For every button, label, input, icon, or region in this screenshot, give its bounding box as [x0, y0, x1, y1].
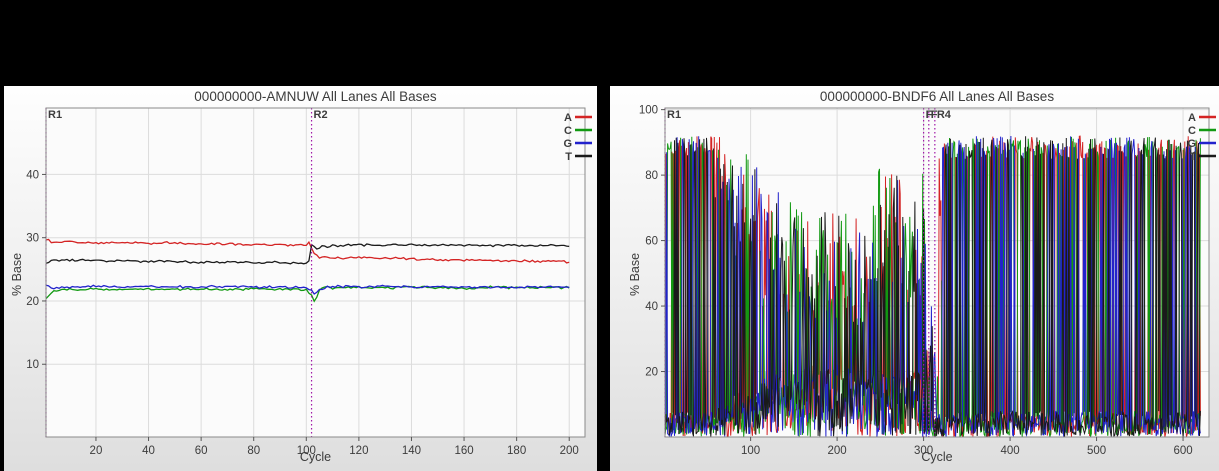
y-tick-label: 20	[26, 296, 39, 308]
x-tick-label: 20	[90, 445, 103, 457]
legend-label: G	[563, 138, 572, 150]
marker-label: R4	[937, 109, 952, 121]
gridlines	[46, 108, 585, 437]
legend-label: C	[1188, 125, 1196, 137]
series-G	[46, 284, 570, 295]
marker-label: R1	[48, 109, 62, 121]
series-group	[46, 238, 570, 303]
x-tick-label: 160	[454, 445, 473, 457]
x-tick-label: 80	[247, 445, 260, 457]
series-T	[46, 243, 570, 265]
x-tick-label: 40	[142, 445, 155, 457]
x-tick-label: 600	[1173, 445, 1192, 457]
legend-label: T	[1189, 151, 1196, 163]
y-tick-label: 40	[645, 301, 658, 313]
x-tick-label: 180	[507, 445, 526, 457]
chart-canvas: R1 R2 20 40 60 80 100 120 140 160 180 200 10 20 30 40 AC…	[26, 107, 592, 457]
y-tick-label: 20	[645, 367, 658, 379]
left-chart-panel: 000000000-AMNUW All Lanes All Bases % Ba…	[4, 86, 597, 471]
x-tick-label: 60	[195, 445, 208, 457]
plot-border	[664, 107, 1210, 438]
axis-ticks: 100 200 300 400 500 600 20 40 60 80 100	[639, 105, 1193, 457]
series-A	[46, 238, 570, 264]
marker-label: R1	[667, 109, 681, 121]
x-tick-label: 120	[349, 445, 368, 457]
y-tick-label: 30	[26, 233, 39, 245]
x-tick-label: 200	[560, 445, 579, 457]
x-tick-label: 100	[741, 445, 760, 457]
x-tick-label: 100	[297, 445, 316, 457]
marker-label: R2	[314, 109, 328, 121]
chart-title: 000000000-BNDF6 All Lanes All Bases	[819, 89, 1055, 104]
series-T	[665, 136, 1201, 437]
axis-ticks: 20 40 60 80 100 120 140 160 180 200 10 20 30 40	[26, 169, 579, 457]
legend-label: A	[1188, 112, 1196, 124]
legend-label: A	[564, 112, 572, 124]
legend-label: T	[565, 151, 572, 163]
marker-label: F	[931, 109, 938, 121]
x-axis-label: Cycle	[299, 450, 332, 464]
plot-border	[45, 107, 586, 438]
plot-area	[46, 108, 585, 437]
right-chart-panel: 000000000-BNDF6 All Lanes All Bases % Ba…	[610, 86, 1219, 471]
x-axis-label: Cycle	[921, 450, 953, 464]
y-tick-label: 100	[639, 105, 658, 117]
marker-label: F	[926, 109, 933, 121]
series-C	[665, 136, 1201, 437]
y-tick-label: 80	[645, 170, 658, 182]
legend-label: G	[1187, 138, 1196, 150]
y-tick-label: 40	[26, 169, 39, 181]
chart-title: 000000000-AMNUW All Lanes All Bases	[194, 89, 437, 104]
series-group	[665, 135, 1201, 437]
y-tick-label: 10	[26, 359, 39, 371]
series-C	[46, 285, 570, 303]
legend-label: C	[564, 125, 572, 137]
x-tick-label: 300	[914, 445, 933, 457]
x-tick-label: 500	[1087, 445, 1106, 457]
x-tick-label: 140	[402, 445, 421, 457]
y-tick-label: 60	[645, 236, 658, 248]
x-tick-label: 200	[828, 445, 847, 457]
x-tick-label: 400	[1000, 445, 1019, 457]
